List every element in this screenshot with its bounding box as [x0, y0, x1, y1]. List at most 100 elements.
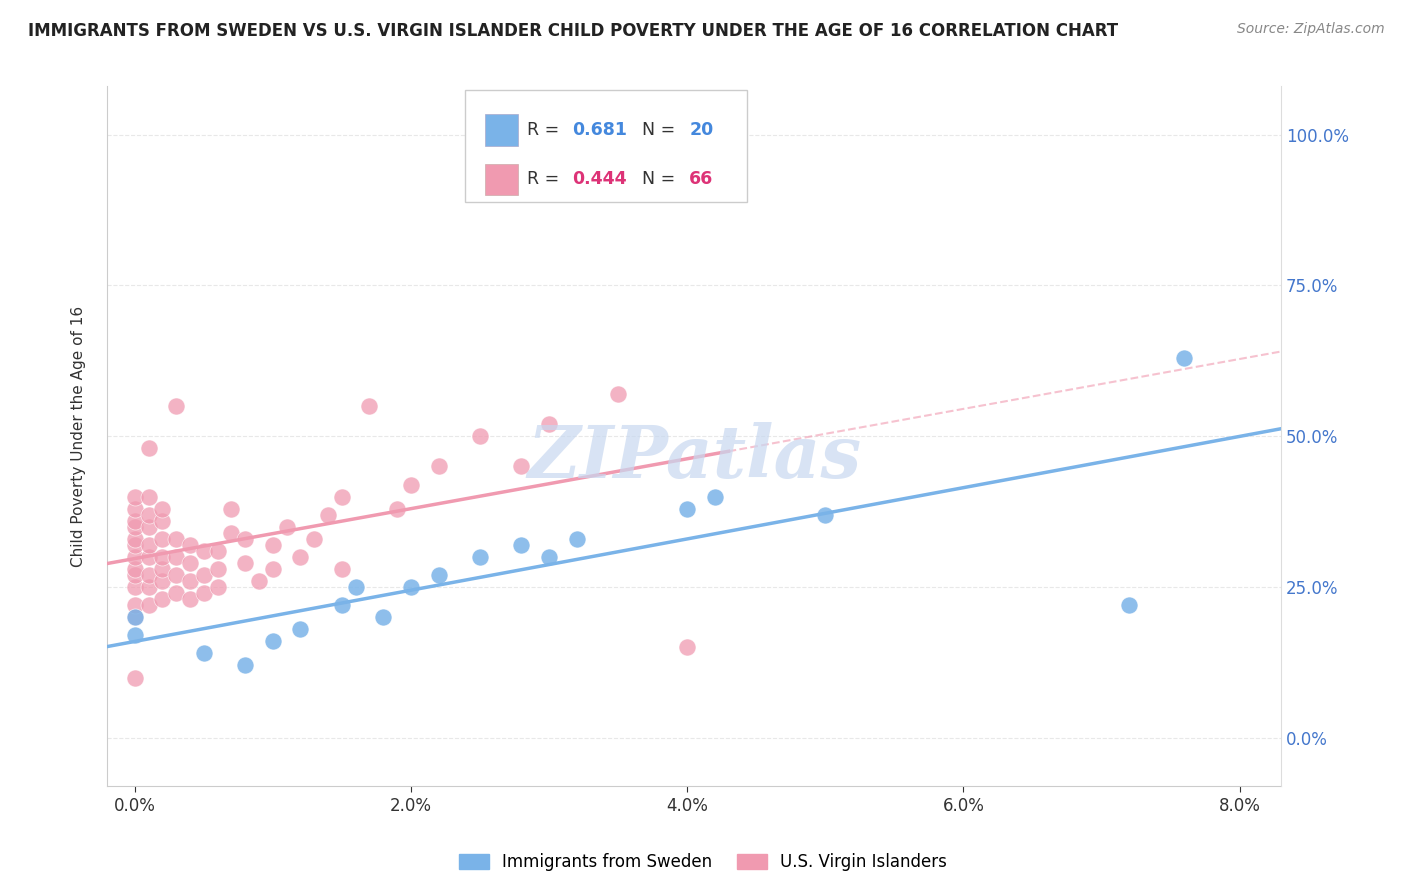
Point	[193, 544, 215, 558]
Point	[124, 538, 146, 552]
Point	[124, 628, 146, 642]
Point	[124, 598, 146, 612]
Point	[193, 647, 215, 661]
Point	[510, 538, 533, 552]
Point	[179, 592, 201, 607]
Point	[138, 508, 160, 522]
Point	[330, 490, 353, 504]
Point	[138, 580, 160, 594]
Point	[1118, 598, 1140, 612]
Point	[124, 610, 146, 624]
Point	[262, 562, 284, 576]
Legend: Immigrants from Sweden, U.S. Virgin Islanders: Immigrants from Sweden, U.S. Virgin Isla…	[450, 845, 956, 880]
Point	[207, 544, 229, 558]
Point	[124, 520, 146, 534]
Point	[150, 514, 173, 528]
Point	[124, 501, 146, 516]
Point	[150, 532, 173, 546]
Text: Source: ZipAtlas.com: Source: ZipAtlas.com	[1237, 22, 1385, 37]
Point	[537, 549, 560, 564]
Point	[150, 501, 173, 516]
Point	[565, 532, 588, 546]
Point	[150, 549, 173, 564]
Point	[427, 568, 450, 582]
Point	[124, 532, 146, 546]
Point	[290, 549, 312, 564]
Point	[510, 459, 533, 474]
Point	[193, 586, 215, 600]
Point	[138, 490, 160, 504]
Point	[207, 580, 229, 594]
Bar	[485, 164, 517, 195]
Point	[468, 549, 491, 564]
Point	[247, 574, 270, 588]
Point	[427, 459, 450, 474]
FancyBboxPatch shape	[465, 90, 747, 202]
Point	[165, 586, 187, 600]
Point	[221, 501, 243, 516]
Point	[233, 532, 256, 546]
Point	[1173, 351, 1195, 365]
Text: 0.444: 0.444	[572, 170, 627, 188]
Text: R =: R =	[527, 170, 565, 188]
Point	[359, 399, 381, 413]
Point	[468, 429, 491, 443]
Point	[165, 532, 187, 546]
Point	[124, 610, 146, 624]
Point	[150, 592, 173, 607]
Point	[344, 580, 367, 594]
Point	[373, 610, 395, 624]
Point	[124, 549, 146, 564]
Point	[124, 514, 146, 528]
Point	[150, 574, 173, 588]
Text: 0.681: 0.681	[572, 121, 627, 139]
Point	[814, 508, 837, 522]
Point	[316, 508, 339, 522]
Text: N =: N =	[631, 170, 681, 188]
Point	[330, 562, 353, 576]
Point	[138, 549, 160, 564]
Point	[193, 568, 215, 582]
Point	[537, 417, 560, 432]
Point	[165, 549, 187, 564]
Text: R =: R =	[527, 121, 565, 139]
Point	[138, 442, 160, 456]
Point	[179, 538, 201, 552]
Point	[124, 562, 146, 576]
Point	[165, 568, 187, 582]
Point	[233, 556, 256, 570]
Point	[385, 501, 408, 516]
Point	[207, 562, 229, 576]
Point	[703, 490, 725, 504]
Point	[179, 556, 201, 570]
Point	[138, 598, 160, 612]
Point	[138, 520, 160, 534]
Point	[150, 562, 173, 576]
Text: N =: N =	[631, 121, 681, 139]
Bar	[485, 114, 517, 145]
Point	[676, 640, 699, 655]
Text: 20: 20	[689, 121, 714, 139]
Point	[124, 580, 146, 594]
Point	[221, 525, 243, 540]
Point	[276, 520, 298, 534]
Point	[138, 538, 160, 552]
Point	[290, 622, 312, 636]
Text: IMMIGRANTS FROM SWEDEN VS U.S. VIRGIN ISLANDER CHILD POVERTY UNDER THE AGE OF 16: IMMIGRANTS FROM SWEDEN VS U.S. VIRGIN IS…	[28, 22, 1118, 40]
Point	[124, 490, 146, 504]
Point	[399, 477, 422, 491]
Point	[262, 634, 284, 648]
Point	[607, 387, 630, 401]
Point	[676, 501, 699, 516]
Point	[179, 574, 201, 588]
Point	[233, 658, 256, 673]
Text: ZIPatlas: ZIPatlas	[527, 422, 860, 492]
Point	[165, 399, 187, 413]
Point	[399, 580, 422, 594]
Point	[124, 671, 146, 685]
Point	[302, 532, 325, 546]
Point	[138, 568, 160, 582]
Point	[330, 598, 353, 612]
Y-axis label: Child Poverty Under the Age of 16: Child Poverty Under the Age of 16	[72, 306, 86, 566]
Point	[124, 568, 146, 582]
